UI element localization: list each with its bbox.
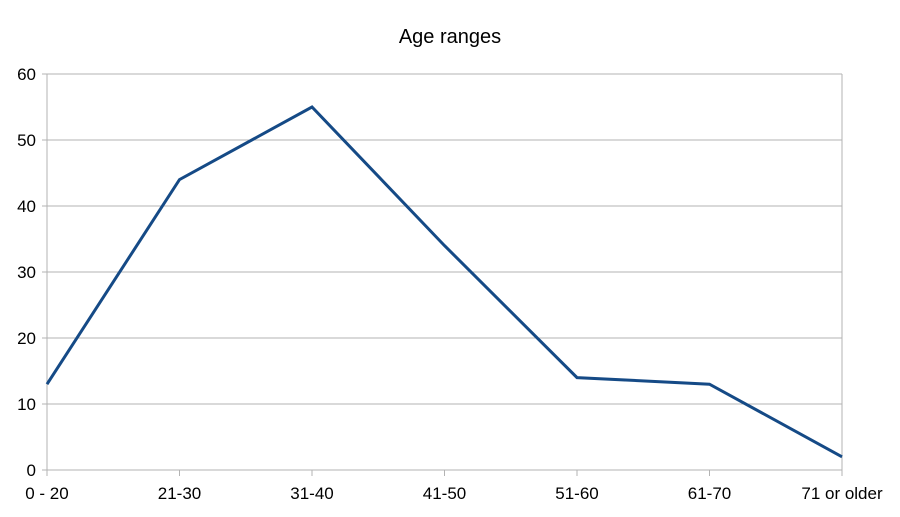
y-axis-tick-label: 10 — [17, 395, 36, 414]
y-axis-tick-label: 30 — [17, 263, 36, 282]
axis-labels-group: 0 10 20 30 40 50 60 0 - 20 21-30 31-40 41-50 51-60 6… — [17, 65, 883, 503]
series-line — [45, 105, 843, 459]
x-axis-tick-label: 31-40 — [290, 484, 333, 503]
x-axis-tick-label: 41-50 — [423, 484, 466, 503]
x-axis-tick-label: 51-60 — [555, 484, 598, 503]
gridlines-group — [47, 73, 842, 405]
chart-title: Age ranges — [399, 26, 501, 48]
x-axis-tick-label: 71 or older — [801, 484, 883, 503]
x-axis-tick-label: 61-70 — [688, 484, 731, 503]
x-axis-tick-label: 21-30 — [158, 484, 201, 503]
y-axis-tick-label: 0 — [27, 461, 36, 480]
axes-group — [42, 73, 843, 476]
y-axis-tick-label: 60 — [17, 65, 36, 84]
y-axis-tick-label: 50 — [17, 131, 36, 150]
y-axis-tick-label: 40 — [17, 197, 36, 216]
data-series-group — [45, 105, 843, 459]
x-axis-tick-label: 0 - 20 — [25, 484, 68, 503]
y-axis-tick-label: 20 — [17, 329, 36, 348]
